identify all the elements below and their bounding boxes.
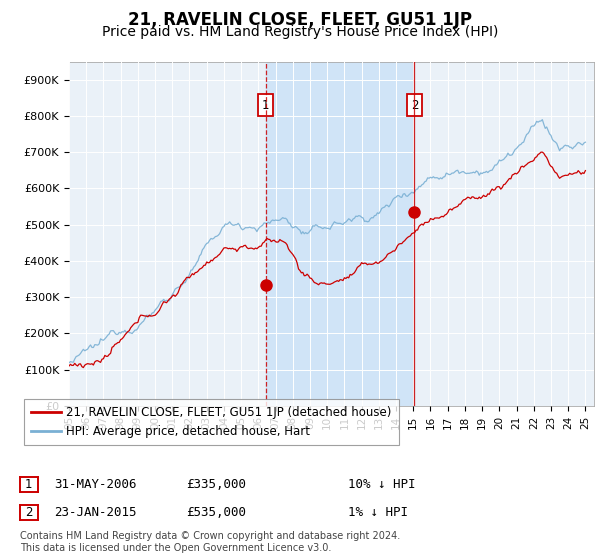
Text: 21, RAVELIN CLOSE, FLEET, GU51 1JP: 21, RAVELIN CLOSE, FLEET, GU51 1JP bbox=[128, 11, 472, 29]
Text: 23-JAN-2015: 23-JAN-2015 bbox=[54, 506, 137, 519]
Text: 1% ↓ HPI: 1% ↓ HPI bbox=[348, 506, 408, 519]
Bar bbox=[266, 62, 415, 406]
Text: 1: 1 bbox=[25, 478, 32, 491]
Text: 31-MAY-2006: 31-MAY-2006 bbox=[54, 478, 137, 491]
Text: Contains HM Land Registry data © Crown copyright and database right 2024.
This d: Contains HM Land Registry data © Crown c… bbox=[20, 531, 400, 553]
Text: Price paid vs. HM Land Registry's House Price Index (HPI): Price paid vs. HM Land Registry's House … bbox=[102, 25, 498, 39]
Text: 2: 2 bbox=[25, 506, 32, 519]
Text: 2: 2 bbox=[411, 99, 418, 111]
Text: 1: 1 bbox=[262, 99, 269, 111]
Text: £535,000: £535,000 bbox=[186, 506, 246, 519]
Text: £335,000: £335,000 bbox=[186, 478, 246, 491]
Legend: 21, RAVELIN CLOSE, FLEET, GU51 1JP (detached house), HPI: Average price, detache: 21, RAVELIN CLOSE, FLEET, GU51 1JP (deta… bbox=[24, 399, 399, 445]
Text: 10% ↓ HPI: 10% ↓ HPI bbox=[348, 478, 415, 491]
